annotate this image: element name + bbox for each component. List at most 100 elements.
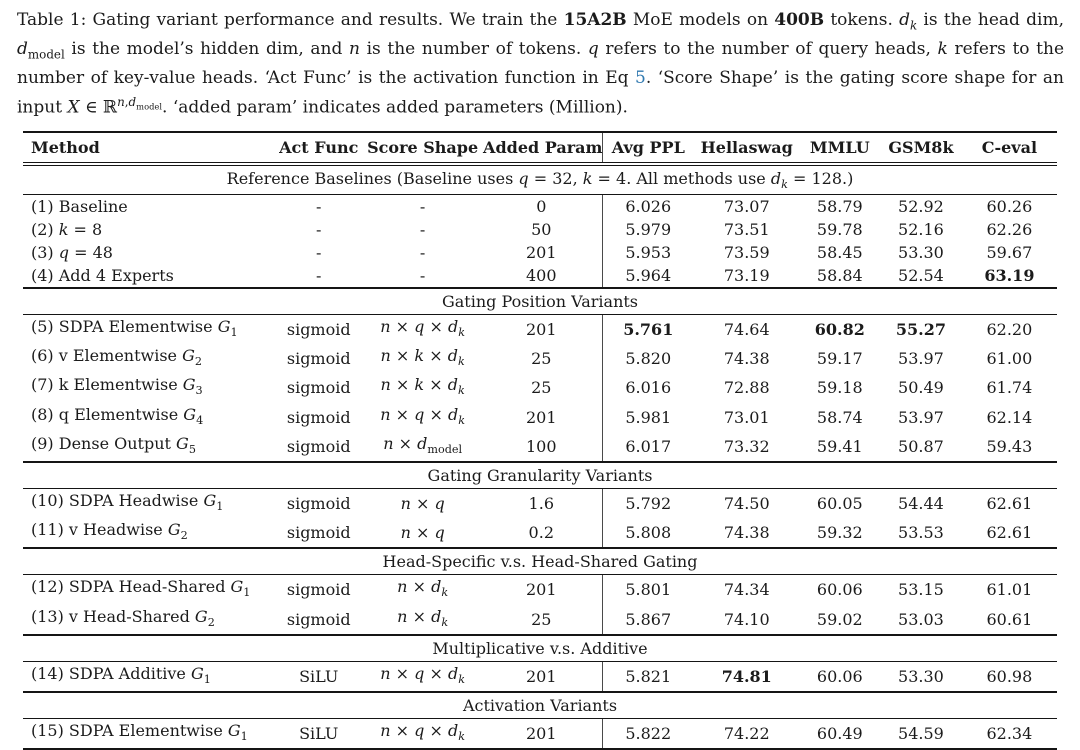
eq-reference-link[interactable]: 5 bbox=[634, 67, 646, 88]
section-header-row: Multiplicative v.s. Additive bbox=[23, 633, 1057, 662]
cell-hellaswag: 74.38 bbox=[723, 523, 770, 543]
cell-mmlu: 59.18 bbox=[816, 378, 863, 398]
cell-added-param: 400 bbox=[526, 266, 557, 285]
table-row: (5) SDPA Elementwise G1 sigmoid n × q × dk… bbox=[23, 314, 1057, 345]
cell-added-param: 25 bbox=[531, 609, 552, 629]
table-header: Method Act Func Score Shape Added Param Avg … bbox=[23, 130, 1057, 166]
table-row: (1) Baseline - - 0 6.026 73.07 58.79 52.92 60.26 bbox=[23, 194, 1057, 218]
cell-avg-ppl: 5.964 bbox=[601, 264, 695, 288]
cell-mmlu: 60.05 bbox=[816, 494, 863, 514]
cell-method: (5) SDPA Elementwise G1 bbox=[31, 317, 238, 340]
cell-gsm8k: 52.16 bbox=[898, 220, 944, 239]
cell-avg-ppl: 6.016 bbox=[601, 373, 695, 403]
cell-act-func: sigmoid bbox=[286, 378, 351, 398]
cell-mmlu: 59.17 bbox=[816, 349, 863, 369]
cell-added-param: 201 bbox=[526, 320, 557, 340]
cell-act-func: sigmoid bbox=[286, 609, 351, 629]
cell-score-shape: n × k × dk bbox=[380, 375, 465, 398]
cell-gsm8k: 53.30 bbox=[898, 666, 944, 686]
section-header-row: Gating Granularity Variants bbox=[23, 460, 1057, 489]
cell-added-param: 100 bbox=[526, 436, 557, 456]
cell-avg-ppl: 5.979 bbox=[601, 218, 695, 241]
cell-hellaswag: 73.32 bbox=[723, 436, 770, 456]
cell-score-shape: n × q bbox=[400, 523, 445, 543]
cell-act-func: SiLU bbox=[299, 723, 339, 743]
cell-hellaswag: 73.59 bbox=[723, 243, 770, 262]
section-header-row: Gating Position Variants bbox=[23, 287, 1057, 315]
cell-c-eval: 59.43 bbox=[986, 436, 1033, 456]
cell-avg-ppl: 6.017 bbox=[601, 431, 695, 462]
cell-act-func: sigmoid bbox=[286, 407, 351, 427]
cell-avg-ppl: 5.953 bbox=[601, 241, 695, 264]
cell-added-param: 25 bbox=[531, 349, 552, 369]
cell-gsm8k: 54.59 bbox=[898, 723, 944, 743]
cell-mmlu: 59.02 bbox=[816, 609, 863, 629]
cell-gsm8k: 53.03 bbox=[898, 609, 944, 629]
cell-act-func: sigmoid bbox=[286, 523, 351, 543]
cell-method: (1) Baseline bbox=[31, 197, 128, 216]
cell-gsm8k: 54.44 bbox=[898, 494, 944, 514]
cell-added-param: 201 bbox=[526, 666, 557, 686]
cell-hellaswag: 74.10 bbox=[723, 609, 770, 629]
table-row: (7) k Elementwise G3 sigmoid n × k × dk 25 6… bbox=[23, 373, 1057, 403]
cell-avg-ppl: 5.792 bbox=[601, 488, 695, 519]
cell-hellaswag: 73.07 bbox=[723, 197, 770, 216]
cell-avg-ppl: 6.026 bbox=[601, 194, 695, 218]
cell-score-shape: - bbox=[419, 220, 426, 239]
cell-mmlu: 60.06 bbox=[816, 666, 863, 686]
table-row: (9) Dense Output G5 sigmoid n × dmodel 100 6… bbox=[23, 431, 1057, 462]
cell-mmlu: 59.32 bbox=[816, 523, 863, 543]
cell-c-eval: 60.98 bbox=[986, 666, 1033, 686]
cell-gsm8k: 52.92 bbox=[898, 197, 944, 216]
cell-score-shape: n × q × dk bbox=[380, 317, 465, 340]
cell-c-eval: 62.34 bbox=[986, 723, 1033, 743]
table-row: (2) k = 8 - - 50 5.979 73.51 59.78 52.16 62.26 bbox=[23, 218, 1057, 241]
cell-gsm8k: 53.53 bbox=[898, 523, 944, 543]
table-row: (12) SDPA Head-Shared G1 sigmoid n × dk 201… bbox=[23, 574, 1057, 605]
cell-c-eval: 63.19 bbox=[984, 266, 1035, 285]
cell-score-shape: n × q × dk bbox=[380, 720, 465, 744]
cell-hellaswag: 74.81 bbox=[721, 666, 772, 686]
cell-mmlu: 58.79 bbox=[816, 197, 863, 216]
cell-hellaswag: 74.22 bbox=[723, 723, 770, 743]
cell-method: (11) v Headwise G2 bbox=[31, 520, 188, 543]
cell-act-func: sigmoid bbox=[286, 494, 351, 514]
cell-c-eval: 61.74 bbox=[986, 378, 1033, 398]
table-row: (8) q Elementwise G4 sigmoid n × q × dk 201… bbox=[23, 402, 1057, 432]
section-title: Gating Position Variants bbox=[23, 287, 1057, 315]
table-row: (15) SDPA Elementwise G1 SiLU n × q × dk 20… bbox=[23, 718, 1057, 750]
cell-score-shape: n × q × dk bbox=[380, 663, 465, 686]
cell-c-eval: 62.26 bbox=[986, 220, 1033, 239]
table-body: Reference Baselines (Baseline uses q = 3… bbox=[23, 162, 1057, 750]
table-row: (11) v Headwise G2 sigmoid n × q 0.2 5.808 74… bbox=[23, 518, 1057, 549]
cell-hellaswag: 74.64 bbox=[723, 320, 770, 340]
cell-mmlu: 58.74 bbox=[816, 407, 863, 427]
table-row: (4) Add 4 Experts - - 400 5.964 73.19 58.84 52.… bbox=[23, 264, 1057, 288]
table-row: (10) SDPA Headwise G1 sigmoid n × q 1.6 5.79… bbox=[23, 488, 1057, 519]
column-header-mmlu: MMLU bbox=[799, 130, 881, 166]
cell-added-param: 50 bbox=[531, 220, 552, 239]
cell-method: (13) v Head-Shared G2 bbox=[31, 606, 215, 629]
column-header-avg-ppl: Avg PPL bbox=[601, 130, 695, 166]
cell-mmlu: 60.82 bbox=[814, 320, 865, 340]
column-header-act-func: Act Func bbox=[273, 130, 365, 166]
cell-act-func: - bbox=[316, 243, 322, 262]
cell-avg-ppl: 5.981 bbox=[601, 402, 695, 432]
cell-score-shape: n × dk bbox=[397, 606, 449, 629]
cell-hellaswag: 72.88 bbox=[723, 378, 770, 398]
cell-score-shape: - bbox=[419, 243, 426, 262]
section-title: Multiplicative v.s. Additive bbox=[23, 633, 1057, 662]
cell-method: (8) q Elementwise G4 bbox=[31, 404, 204, 427]
cell-avg-ppl: 5.867 bbox=[601, 604, 695, 635]
section-title: Gating Granularity Variants bbox=[23, 460, 1057, 489]
cell-method: (12) SDPA Head-Shared G1 bbox=[31, 577, 251, 600]
cell-hellaswag: 74.38 bbox=[723, 349, 770, 369]
cell-method: (4) Add 4 Experts bbox=[31, 266, 174, 285]
cell-method: (14) SDPA Additive G1 bbox=[31, 663, 211, 686]
cell-avg-ppl: 5.822 bbox=[601, 718, 695, 750]
cell-c-eval: 60.26 bbox=[986, 197, 1033, 216]
cell-act-func: SiLU bbox=[299, 666, 339, 686]
cell-added-param: 201 bbox=[526, 580, 557, 600]
cell-added-param: 201 bbox=[526, 243, 557, 262]
cell-hellaswag: 73.19 bbox=[723, 266, 770, 285]
